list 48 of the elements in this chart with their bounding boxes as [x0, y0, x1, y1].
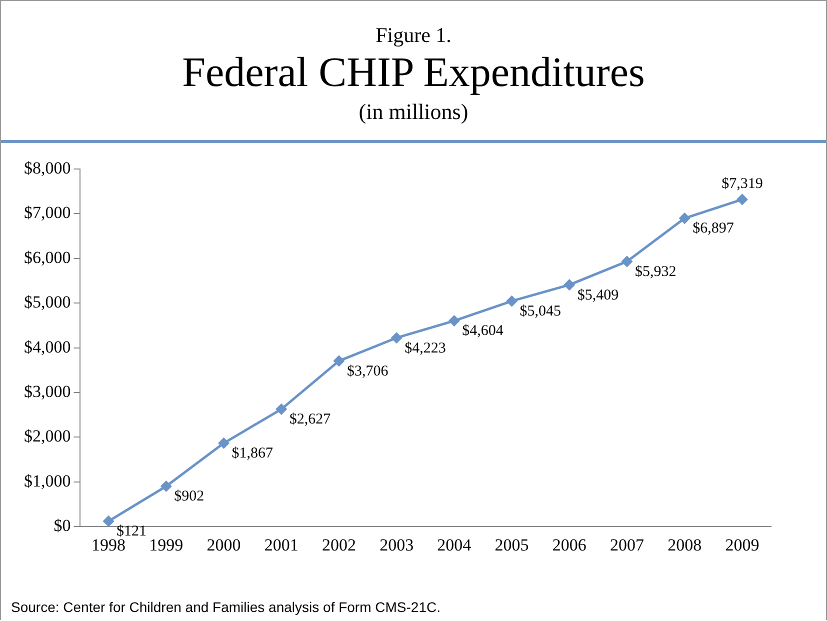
x-tick-label: 2003 — [380, 535, 414, 554]
x-tick-label: 2007 — [610, 535, 644, 554]
x-tick-label: 2004 — [437, 535, 472, 554]
data-label: $4,604 — [462, 323, 504, 340]
y-tick-label: $4,000 — [24, 337, 71, 356]
x-tick-label: 2006 — [552, 535, 586, 554]
point — [622, 256, 632, 267]
point — [218, 438, 230, 448]
data-label: $5,932 — [634, 264, 676, 280]
point — [160, 481, 172, 492]
y-tick-label: $7,000 — [24, 203, 71, 222]
data-label: $902 — [174, 488, 204, 505]
y-tick-label: $2,000 — [24, 426, 71, 446]
data-label: $121 — [116, 524, 147, 540]
caption: Figure 1. — [374, 23, 452, 48]
data-label: $1,867 — [232, 446, 274, 462]
point — [334, 356, 344, 366]
chart-title: Federal CHIP Expenditures — [181, 49, 646, 98]
data-label: $7,319 — [722, 176, 763, 192]
x-tick-label: 2008 — [668, 535, 702, 554]
point — [103, 516, 114, 526]
point — [448, 316, 460, 326]
source-note: Source: Center for Children and Families analysis of Form CMS-21C. — [11, 599, 440, 615]
point — [736, 194, 748, 205]
data-label: $5,409 — [577, 287, 619, 304]
y-tick-label: $3,000 — [24, 382, 71, 401]
data-label: $5,045 — [520, 304, 562, 320]
y-tick-label: $6,000 — [24, 248, 71, 267]
x-tick-label: 2005 — [494, 535, 529, 554]
data-label: $3,706 — [346, 363, 389, 380]
y-tick-label: $5,000 — [24, 292, 71, 312]
y-tick-label: $8,000 — [24, 158, 71, 178]
point — [679, 213, 690, 224]
point — [564, 280, 575, 290]
y-tick-label: $1,000 — [24, 471, 71, 490]
data-label: $6,897 — [692, 220, 734, 237]
x-tick-label: 2002 — [322, 535, 356, 554]
x-tick-label: 2009 — [725, 535, 760, 554]
x-tick-label: 2001 — [264, 535, 298, 554]
chart-subtitle: (in millions) — [358, 98, 470, 126]
data-label: $2,627 — [289, 412, 332, 428]
data-label: $4,223 — [404, 340, 446, 356]
x-tick-label: 2000 — [206, 535, 241, 554]
point — [506, 296, 518, 306]
y-tick-label: $0 — [54, 516, 71, 536]
point — [391, 332, 402, 344]
x-tick-label: 1999 — [149, 535, 184, 554]
point — [276, 404, 287, 414]
